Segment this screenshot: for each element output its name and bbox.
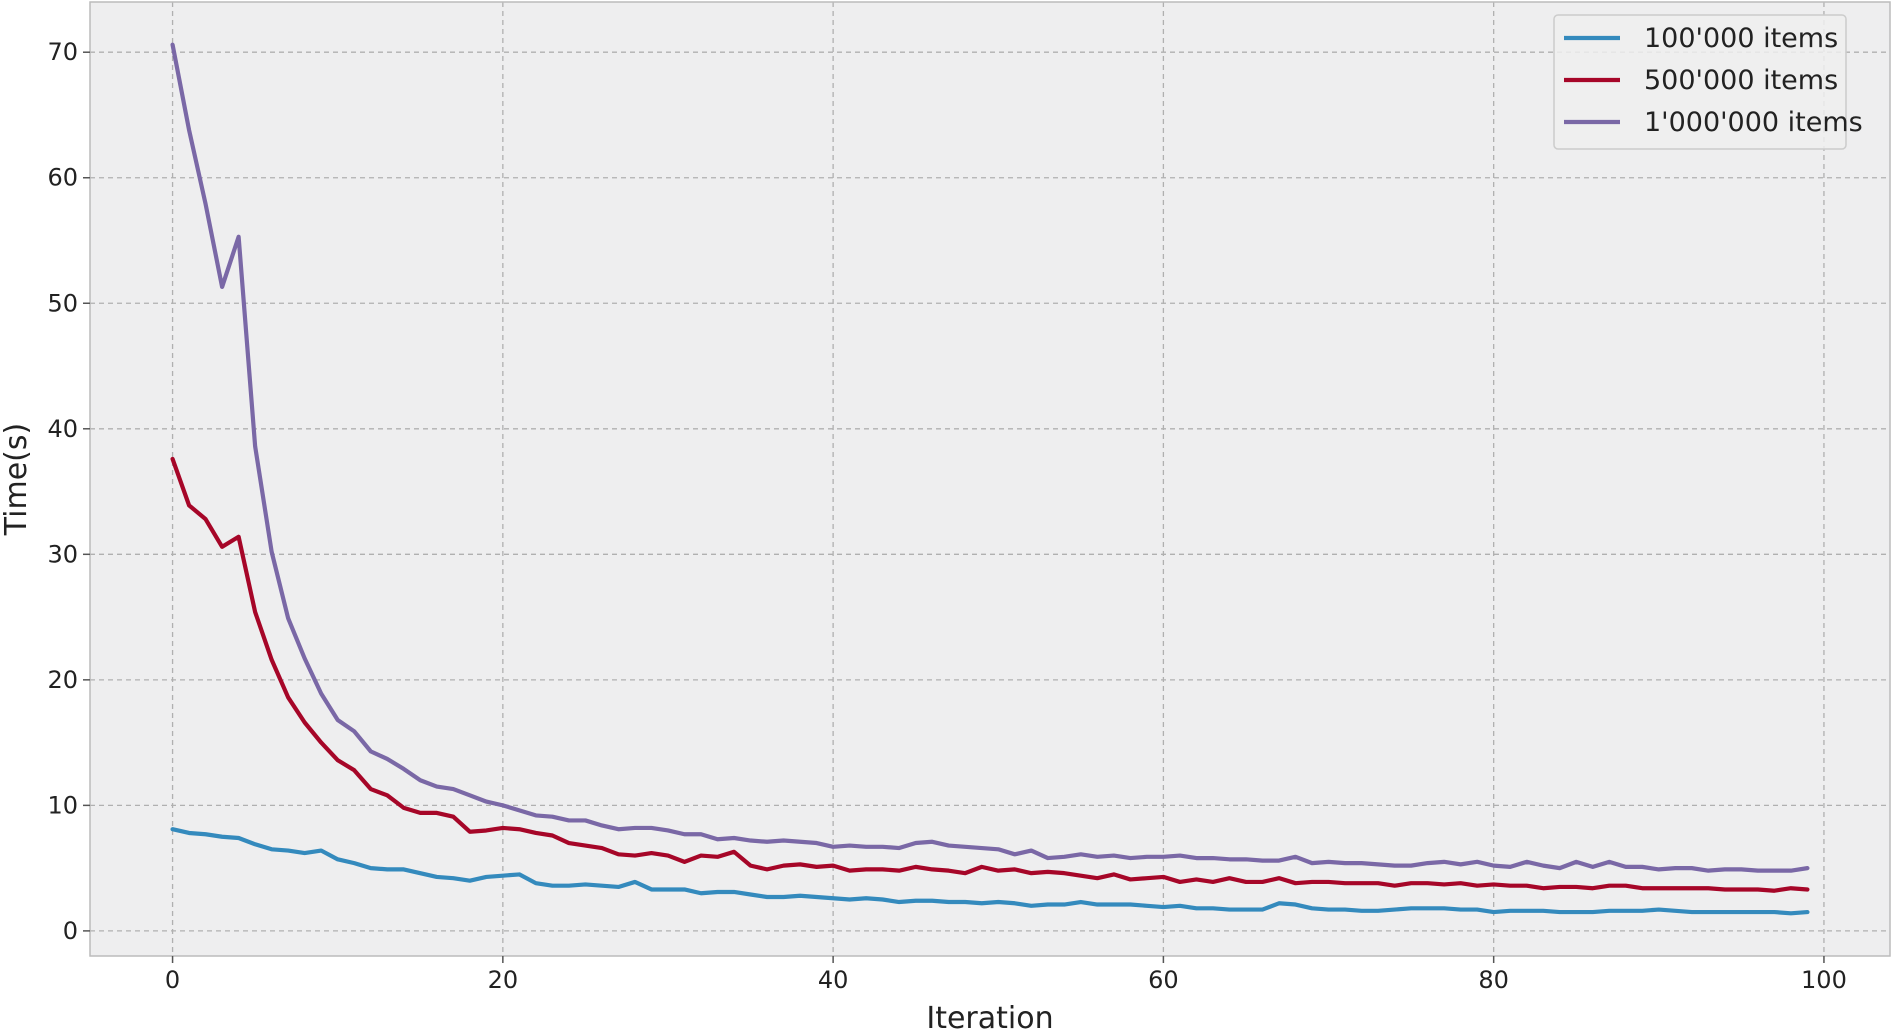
series-line-1 xyxy=(170,827,1810,916)
series-line-2 xyxy=(170,456,1810,893)
y-tick-label: 60 xyxy=(47,164,78,192)
x-axis-label: Iteration xyxy=(926,1001,1053,1031)
x-tick-label: 60 xyxy=(1148,966,1179,994)
x-tick-label: 100 xyxy=(1801,966,1847,994)
legend-label: 500'000 items xyxy=(1644,65,1838,96)
grid-lines xyxy=(90,2,1890,956)
y-tick-label: 0 xyxy=(63,917,78,945)
y-tick-label: 20 xyxy=(47,666,78,694)
y-tick-label: 30 xyxy=(47,540,78,568)
legend: 100'000 items 500'000 items 1'000'000 item… xyxy=(1553,14,1863,150)
series-lines xyxy=(170,42,1810,916)
legend-label: 100'000 items xyxy=(1644,23,1838,54)
x-tick-label: 40 xyxy=(818,966,849,994)
plot-frame xyxy=(89,1,1891,957)
x-tick-label: 0 xyxy=(165,966,180,994)
y-axis-label: Time(s) xyxy=(0,423,34,536)
y-tick-label: 40 xyxy=(47,415,78,443)
x-tick-label: 80 xyxy=(1478,966,1509,994)
legend-box xyxy=(1553,14,1847,150)
axis-ticks: 0 20 40 60 80 100 0 10 20 30 40 50 60 70 xyxy=(47,38,1846,994)
x-tick-label: 20 xyxy=(488,966,519,994)
y-tick-label: 70 xyxy=(47,38,78,66)
y-tick-label: 50 xyxy=(47,289,78,317)
legend-label: 1'000'000 items xyxy=(1644,107,1863,138)
series-line-3 xyxy=(170,42,1810,873)
y-tick-label: 10 xyxy=(47,791,78,819)
